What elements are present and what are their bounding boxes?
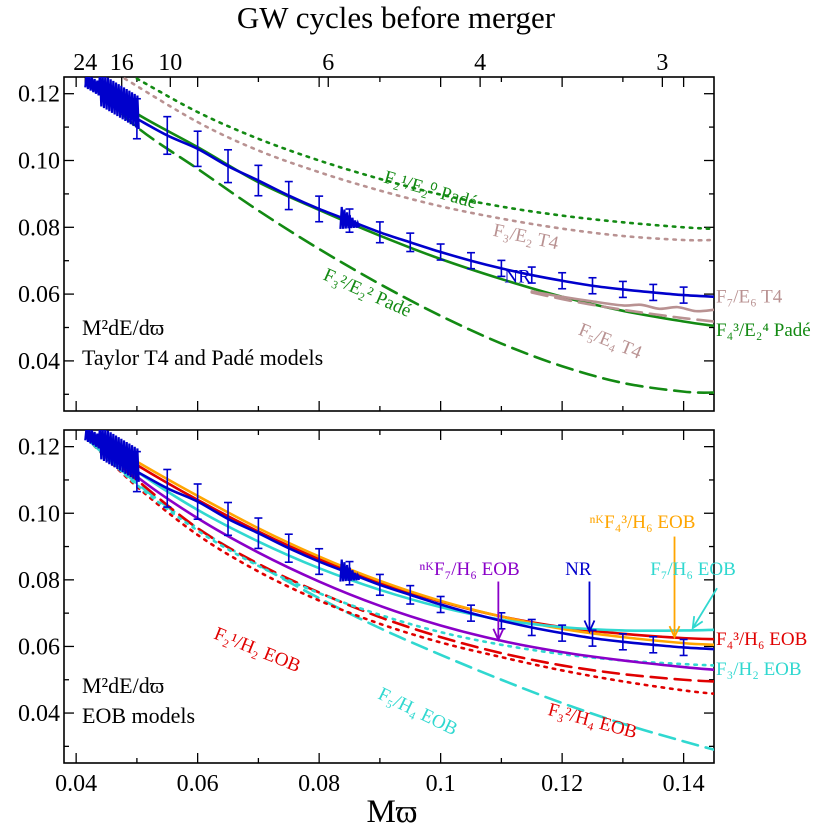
y-tick-label: 0.08 <box>18 215 60 241</box>
series-line <box>86 435 714 633</box>
x-tick-label: 0.06 <box>177 771 219 797</box>
plot-frame <box>63 76 715 412</box>
curve-label: ⁿᴷF₄³/H₆ EOB <box>589 512 695 533</box>
curve-label: F₇/E₆ T4 <box>716 286 783 307</box>
top-tick-label: 3 <box>656 50 668 76</box>
nr-glitch <box>339 559 361 582</box>
top-tick-label: 4 <box>474 50 486 76</box>
top-tick-label: 6 <box>322 50 334 76</box>
series-line <box>86 432 714 641</box>
curve-label: F₃/H₂ EOB <box>716 659 802 680</box>
y-tick-label: 0.10 <box>18 501 60 527</box>
arrow-head <box>691 616 704 630</box>
x-tick-label: 0.08 <box>298 771 340 797</box>
top-axis-tick-labels: 24 16 10 6 4 3 <box>73 50 668 87</box>
y-tick-label: 0.06 <box>18 634 60 660</box>
y-tick-label: 0.04 <box>18 349 60 375</box>
top-panel: 0.04 0.06 0.08 0.10 0.12 M²dE/dϖ Taylor T4 and… <box>18 76 811 412</box>
top-tick-label: 16 <box>110 50 134 76</box>
series-line <box>86 432 714 651</box>
series-line <box>530 291 714 323</box>
x-axis-title: Mϖ <box>366 794 417 829</box>
series-line <box>86 432 714 672</box>
y-tick-label: 0.12 <box>18 82 60 108</box>
y-tick-label: 0.08 <box>18 568 60 594</box>
series-line <box>86 79 714 394</box>
curve-label: F₄³/E₂⁴ Padé <box>716 320 811 341</box>
curve-label: F₅/H₄ EOB <box>375 684 461 740</box>
panel-annotation: EOB models <box>82 703 195 728</box>
curve-label: NR <box>565 559 592 580</box>
plot-frame <box>63 429 715 764</box>
arrow-head <box>668 625 681 640</box>
x-tick-label: 0.14 <box>663 771 705 797</box>
series-line <box>135 77 714 231</box>
nr-glitch <box>339 206 361 230</box>
series-line <box>86 438 714 667</box>
curve-label: F₃/E₂ T4 <box>491 220 561 254</box>
series-line <box>86 79 714 328</box>
top-tick-label: 24 <box>73 50 97 76</box>
x-tick-label: 0.12 <box>541 771 583 797</box>
series-line <box>86 438 714 696</box>
panel-annotation: M²dE/dϖ <box>82 673 164 698</box>
series-line <box>530 290 714 313</box>
curve-label: F₃²/H₄ EOB <box>546 699 640 743</box>
y-tick-label: 0.12 <box>18 435 60 461</box>
top-axis-title: GW cycles before merger <box>237 0 556 35</box>
y-tick-label: 0.10 <box>18 149 60 175</box>
curve-label: F₇/H₆ EOB <box>650 559 736 580</box>
top-tick-label: 10 <box>158 50 182 76</box>
arrow-head <box>583 620 596 634</box>
x-tick-label: 0.1 <box>426 771 456 797</box>
curve-label: F₂¹/E₂⁰ Padé <box>382 167 480 214</box>
curve-label: ⁿᴷF₇/H₆ EOB <box>419 559 519 580</box>
curve-label: NR <box>504 266 531 287</box>
arrow-head <box>492 628 505 642</box>
series-line <box>86 435 714 683</box>
nr-noise <box>84 430 140 482</box>
x-tick-label: 0.04 <box>55 771 97 797</box>
nr-noise <box>84 77 140 130</box>
curve-label: F₃²/E₂² Padé <box>320 264 414 321</box>
annotation-arrow <box>691 587 718 629</box>
y-tick-label: 0.04 <box>18 701 60 727</box>
curve-label: F₄³/H₆ EOB <box>716 629 807 650</box>
panel-annotation: M²dE/dϖ <box>82 315 164 340</box>
panel-annotation: Taylor T4 and Padé models <box>82 345 323 370</box>
y-tick-label: 0.06 <box>18 282 60 308</box>
curve-label: F₅/E₄ T4 <box>575 319 645 363</box>
bottom-panel: 0.04 0.06 0.08 0.1 0.12 0.14 0.04 0.06 0.08 0.10 0… <box>18 429 807 797</box>
series-line <box>123 77 714 242</box>
curve-label: F₂¹/H₂ EOB <box>211 623 303 677</box>
